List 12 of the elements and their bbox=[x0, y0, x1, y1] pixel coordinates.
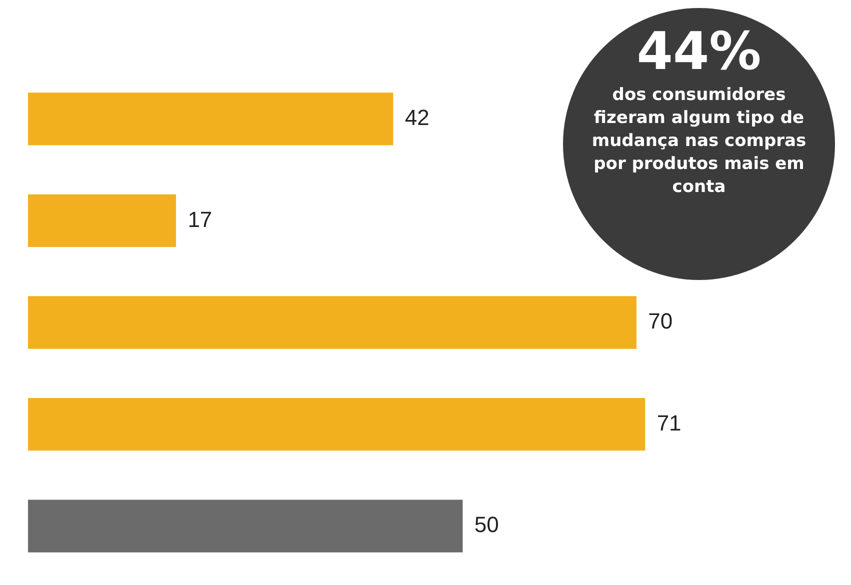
data-label: 70 bbox=[648, 308, 673, 334]
data-label: 71 bbox=[656, 410, 682, 436]
data-label: 50 bbox=[474, 512, 499, 538]
bar bbox=[28, 92, 394, 146]
bar bbox=[28, 398, 646, 451]
data-label: 42 bbox=[404, 104, 430, 130]
data-label: 17 bbox=[188, 206, 212, 232]
bar bbox=[28, 500, 463, 552]
annotation: 44% bbox=[636, 22, 762, 82]
bar bbox=[28, 296, 636, 349]
bar bbox=[28, 194, 176, 248]
annotation: dos consumidores fizeram algum tipo de mudança nas compras por produtos mais em conta bbox=[590, 84, 808, 199]
